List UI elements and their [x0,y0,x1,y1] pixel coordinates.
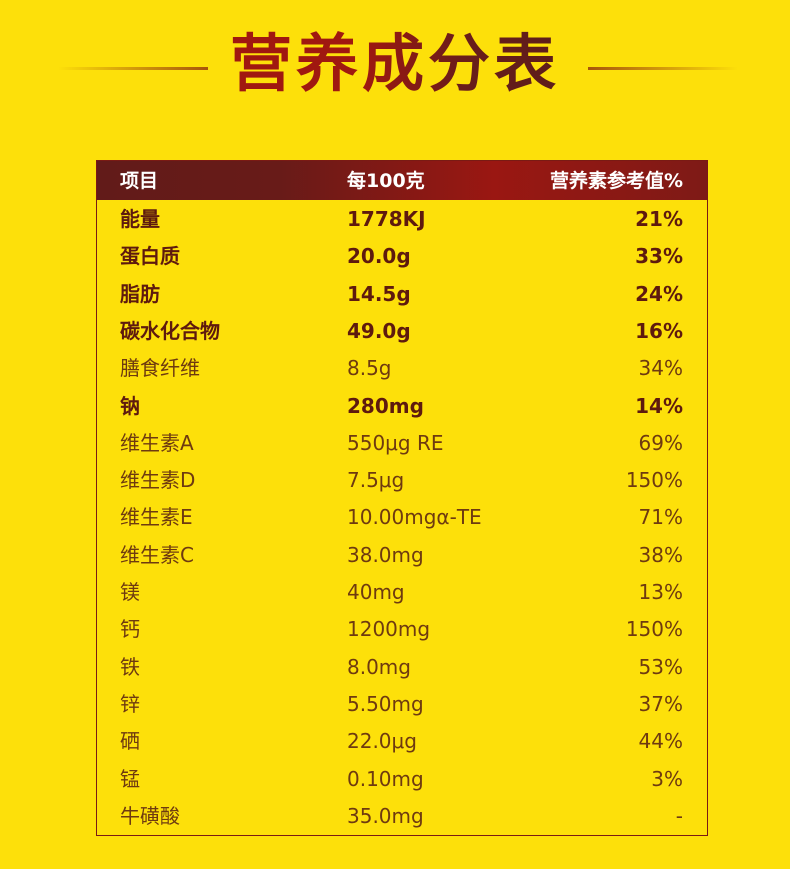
amount-per-100g: 7.5μg [347,468,405,493]
header-nrv: 营养素参考值% [549,170,683,192]
nutrient-name: 牛磺酸 [120,803,180,828]
table-row: 能量 1778KJ 21% [97,201,707,238]
amount-per-100g: 280mg [347,393,424,418]
header-per-100g: 每100克 [347,170,425,192]
nutrient-name: 锰 [120,766,140,791]
nrv-percent: 38% [638,542,683,567]
amount-per-100g: 8.0mg [347,654,411,679]
header-item: 项目 [120,170,159,192]
amount-per-100g: 1200mg [347,617,431,642]
nutrient-name: 钠 [120,393,140,418]
table-row: 牛磺酸 35.0mg - [97,798,707,835]
nutrient-name: 锌 [120,691,140,716]
nutrient-name: 脂肪 [120,281,160,306]
nutrient-name: 铁 [120,654,140,679]
nrv-percent: 150% [625,617,683,642]
amount-per-100g: 14.5g [347,281,411,306]
amount-per-100g: 8.5g [347,356,392,381]
amount-per-100g: 1778KJ [347,207,426,231]
nutrient-name: 蛋白质 [120,244,180,269]
nrv-percent: 53% [638,654,683,679]
nutrient-name: 硒 [120,729,140,754]
nrv-percent: 37% [638,691,683,716]
title-divider-left [58,67,208,70]
table-row: 维生素D 7.5μg 150% [97,462,707,499]
nutrient-name: 维生素C [120,542,194,567]
nutrient-name: 钙 [120,617,140,642]
amount-per-100g: 35.0mg [347,803,424,828]
amount-per-100g: 40mg [347,580,405,604]
nrv-percent: 44% [638,729,683,754]
amount-per-100g: 550μg RE [347,430,444,455]
table-row: 硒 22.0μg 44% [97,723,707,760]
nrv-percent: 150% [625,468,683,493]
nrv-percent: 13% [638,580,683,604]
table-row: 锌 5.50mg 37% [97,686,707,723]
title-divider-right [588,67,738,70]
table-header: 项目 每100克 营养素参考值% [97,161,707,200]
nrv-percent: 34% [638,356,683,381]
table-row: 锰 0.10mg 3% [97,761,707,798]
nutrient-name: 维生素A [120,430,194,455]
nrv-percent: 16% [635,318,683,343]
page-title-text: 营养成分表 [229,27,560,100]
nrv-percent: 24% [635,281,683,306]
nrv-percent: 21% [635,207,683,231]
nrv-percent: 3% [651,766,683,791]
table-row: 铁 8.0mg 53% [97,649,707,686]
table-row: 脂肪 14.5g 24% [97,276,707,313]
table-row: 钙 1200mg 150% [97,611,707,648]
table-row: 维生素A 550μg RE 69% [97,425,707,462]
nutrient-name: 能量 [120,207,160,231]
nrv-percent: 71% [638,505,683,530]
nutrient-name: 维生素E [120,505,193,530]
table-row: 碳水化合物 49.0g 16% [97,313,707,350]
nutrient-name: 镁 [120,580,140,604]
table-row: 钠 280mg 14% [97,388,707,425]
nrv-percent: 14% [635,393,683,418]
page-title: 营养成分表 [0,24,790,104]
amount-per-100g: 49.0g [347,318,411,343]
nutrition-table: 项目 每100克 营养素参考值% 能量 1778KJ 21% 蛋白质 20.0g 33% 脂… [96,160,708,836]
amount-per-100g: 0.10mg [347,766,424,791]
nrv-percent: 69% [638,430,683,455]
nutrient-name: 维生素D [120,468,196,493]
nutrient-name: 膳食纤维 [120,356,200,381]
amount-per-100g: 5.50mg [347,691,424,716]
table-row: 维生素C 38.0mg 38% [97,537,707,574]
table-row: 镁 40mg 13% [97,574,707,611]
nrv-percent: 33% [635,244,683,269]
amount-per-100g: 10.00mgα-TE [347,505,482,530]
table-row: 蛋白质 20.0g 33% [97,238,707,275]
amount-per-100g: 22.0μg [347,729,417,754]
table-row: 维生素E 10.00mgα-TE 71% [97,499,707,536]
amount-per-100g: 38.0mg [347,542,424,567]
nrv-percent: - [675,803,683,828]
nutrient-name: 碳水化合物 [120,318,220,343]
amount-per-100g: 20.0g [347,244,411,269]
table-row: 膳食纤维 8.5g 34% [97,350,707,387]
